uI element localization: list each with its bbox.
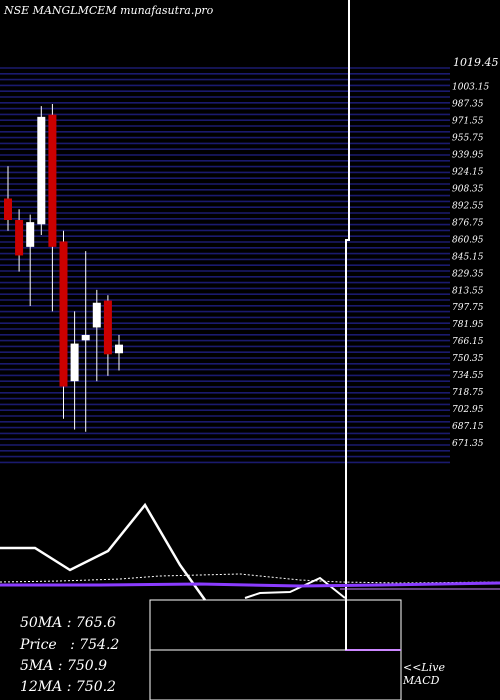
y-tick-label: 892.55: [452, 201, 484, 211]
y-tick-label: 766.15: [452, 337, 484, 347]
vertical-marker-line: [345, 0, 350, 600]
y-tick-label: 750.35: [452, 354, 484, 364]
candle-body: [70, 343, 79, 382]
price-axis-labels: 1003.15 987.35 971.55 955.75 939.95 924.15 908…: [452, 83, 489, 450]
y-tick-label: 687.15: [452, 422, 484, 432]
live-label: <<Live: [403, 661, 445, 674]
candle-body: [103, 300, 112, 355]
candle-body: [92, 302, 101, 328]
candle-body: [37, 116, 46, 225]
candlesticks: [4, 103, 123, 432]
y-tick-label: 876.75: [452, 218, 484, 228]
candle-body: [15, 219, 24, 256]
top-price-label: 1019.45: [453, 56, 499, 69]
price-label: Price : 754.2: [20, 637, 120, 653]
y-tick-label: 1003.15: [452, 83, 489, 93]
ma50-label: 50MA : 765.6: [20, 615, 116, 631]
y-tick-label: 702.95: [452, 405, 484, 415]
y-tick-label: 813.55: [452, 286, 484, 296]
y-tick-label: 860.95: [452, 235, 484, 245]
ma-line-white: [0, 502, 207, 601]
y-tick-label: 845.15: [452, 252, 484, 262]
y-tick-label: 939.95: [452, 150, 484, 160]
y-tick-label: 955.75: [452, 133, 484, 143]
y-tick-label: 718.75: [452, 388, 484, 398]
chart-title: NSE MANGLMCEM munafasutra.pro: [4, 4, 214, 17]
candle-body: [81, 334, 90, 341]
y-tick-label: 924.15: [452, 167, 484, 177]
macd-label: MACD: [403, 674, 440, 687]
ma5-label: 5MA : 750.9: [20, 658, 108, 674]
candle-body: [115, 344, 123, 354]
candle-body: [48, 114, 57, 247]
y-tick-label: 734.55: [452, 371, 484, 381]
ma-line-right: [244, 576, 346, 599]
y-tick-label: 908.35: [452, 184, 484, 194]
y-tick-label: 671.35: [452, 439, 484, 449]
candle-body: [26, 222, 35, 247]
macd-line-purple: [0, 581, 500, 588]
y-tick-label: 781.95: [452, 320, 484, 330]
ma12-label: 12MA : 750.2: [20, 679, 116, 695]
signal-dotted-line: [0, 573, 500, 584]
y-tick-label: 987.35: [452, 99, 484, 109]
y-tick-label: 797.75: [452, 303, 484, 313]
y-tick-label: 971.55: [452, 116, 484, 126]
y-tick-label: 829.35: [452, 269, 484, 279]
candle-body: [59, 241, 68, 387]
candle-body: [4, 198, 12, 220]
macd-legend: <<Live MACD: [403, 661, 445, 687]
